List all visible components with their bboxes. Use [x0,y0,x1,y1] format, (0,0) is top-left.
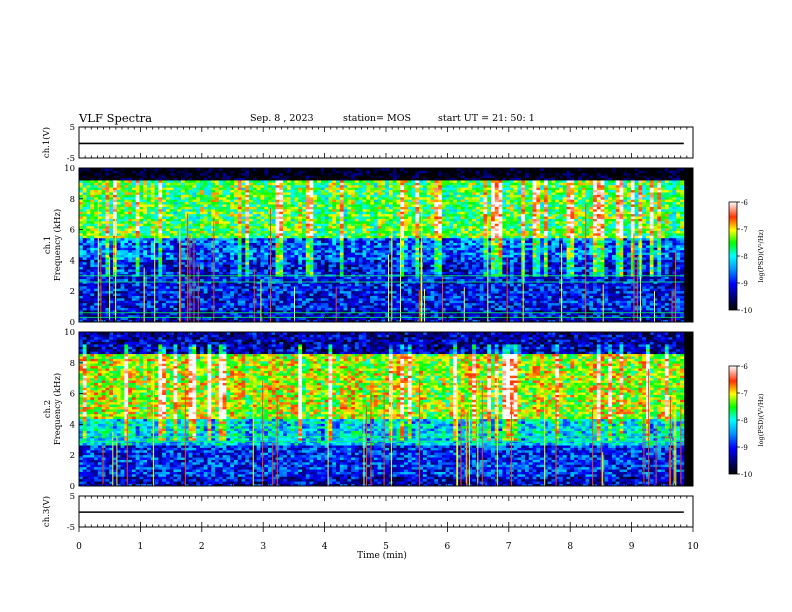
start-time-label: start UT = 21: 50: 1 [438,113,535,124]
colorbar-tick-label: -7 [741,226,748,234]
frequency-tick-label: 10 [64,328,75,338]
colorbar [728,365,738,475]
frequency-axis-label: ch.2 Frequency (kHz) [43,373,63,445]
colorbar-tick-label: -9 [741,444,748,452]
channel-label: ch.2 [43,400,53,418]
ch3-voltage-tick-label: 5 [70,492,75,502]
time-tick-label: 1 [138,542,144,552]
frequency-tick-label: 8 [70,195,75,205]
colorbar-tick-label: -7 [741,390,748,398]
time-tick-label: 6 [445,542,451,552]
colorbar-tick-label: -10 [741,307,752,315]
frequency-tick-label: 0 [70,318,75,328]
ch1-voltage-tick-label: -5 [67,154,75,164]
time-tick-label: 5 [383,542,389,552]
time-axis-label: Time (min) [357,550,407,561]
frequency-tick-label: 6 [70,226,75,236]
frequency-label: Frequency (kHz) [52,209,63,281]
time-tick-label: 2 [199,542,205,552]
spectrogram-ch1 [79,168,693,323]
station-label: station= MOS [343,113,411,124]
frequency-tick-label: 2 [70,451,75,461]
figure-title: VLF Spectra [79,111,152,125]
colorbar-label: log(PSD)(V²/Hz) [757,229,765,282]
channel-label: ch.1 [43,236,53,254]
frequency-tick-label: 4 [70,420,75,430]
frequency-axis-label: ch.1 Frequency (kHz) [43,209,63,281]
colorbar-tick-label: -6 [741,363,748,371]
frequency-label: Frequency (kHz) [52,373,63,445]
colorbar-tick-label: -6 [741,199,748,207]
voltage-axis-label: ch.1(V) [41,127,52,158]
frequency-tick-label: 10 [64,164,75,174]
ch1-voltage-tick-label: 5 [70,123,75,133]
colorbar-tick-label: -9 [741,280,748,288]
time-tick-label: 8 [567,542,573,552]
ch3-voltage-tick-label: -5 [67,523,75,533]
colorbar [728,201,738,311]
frequency-tick-label: 4 [70,256,75,266]
time-tick-label: 3 [260,542,266,552]
time-tick-label: 4 [322,542,328,552]
time-tick-label: 10 [687,542,699,552]
time-tick-label: 9 [629,542,635,552]
date-label: Sep. 8 , 2023 [250,113,314,124]
frequency-tick-label: 8 [70,359,75,369]
voltage-axis-label: ch.3(V) [41,496,52,527]
frequency-tick-label: 6 [70,390,75,400]
colorbar-label: log(PSD)(V²/Hz) [757,393,765,446]
colorbar-tick-label: -8 [741,417,748,425]
time-tick-label: 0 [76,542,82,552]
time-tick-label: 7 [506,542,512,552]
colorbar-tick-label: -8 [741,253,748,261]
frequency-tick-label: 0 [70,482,75,492]
colorbar-tick-label: -10 [741,471,752,479]
spectrogram-ch2 [79,332,693,487]
frequency-tick-label: 2 [70,287,75,297]
